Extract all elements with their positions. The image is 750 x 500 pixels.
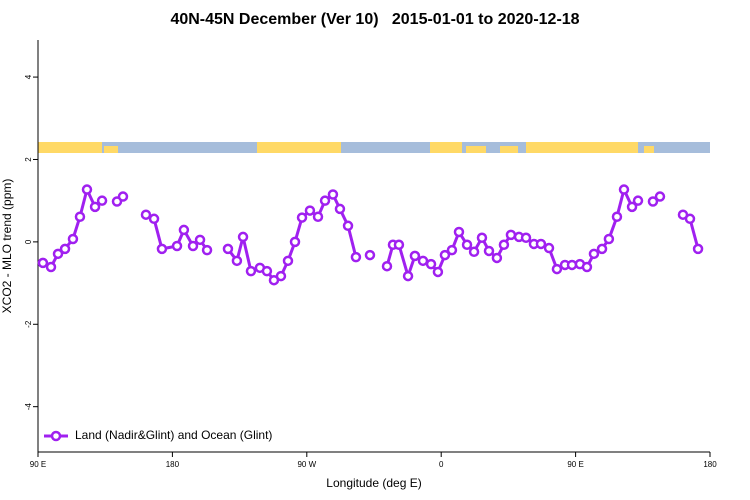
data-point bbox=[439, 249, 451, 261]
y-tick-label: -2 bbox=[24, 320, 33, 328]
data-point bbox=[603, 233, 615, 245]
data-point bbox=[654, 191, 666, 202]
x-tick-label: 90 E bbox=[567, 460, 583, 469]
data-point bbox=[304, 205, 316, 216]
data-point bbox=[535, 238, 547, 250]
x-tick-label: 180 bbox=[166, 460, 180, 469]
y-tick-label: -4 bbox=[24, 403, 33, 411]
data-point bbox=[187, 240, 199, 252]
data-point bbox=[117, 191, 129, 202]
data-point bbox=[364, 249, 376, 261]
data-point bbox=[505, 229, 517, 241]
y-tick-label: 4 bbox=[24, 74, 33, 79]
x-tick-label: 0 bbox=[439, 460, 444, 469]
data-point bbox=[245, 265, 257, 277]
data-point bbox=[618, 184, 630, 195]
y-tick-label: 0 bbox=[24, 239, 33, 244]
data-point bbox=[588, 248, 600, 260]
data-point bbox=[237, 231, 249, 243]
data-point bbox=[393, 239, 405, 251]
data-point bbox=[626, 201, 638, 213]
legend-label: Land (Nadir&Glint) and Ocean (Glint) bbox=[75, 428, 272, 442]
data-point bbox=[402, 270, 414, 282]
y-axis-label: XCO2 - MLO trend (ppm) bbox=[0, 179, 14, 314]
data-point bbox=[543, 242, 555, 254]
data-point bbox=[156, 243, 168, 255]
data-point bbox=[178, 224, 190, 236]
data-point bbox=[96, 195, 108, 206]
data-point bbox=[89, 201, 101, 213]
data-point bbox=[140, 209, 152, 220]
data-point bbox=[261, 265, 273, 277]
data-point bbox=[289, 236, 301, 248]
data-point bbox=[476, 232, 488, 244]
data-point bbox=[520, 232, 532, 244]
x-tick-label: 90 E bbox=[30, 460, 46, 469]
data-point bbox=[334, 203, 346, 215]
land-ocean-strip bbox=[38, 142, 710, 153]
data-point bbox=[342, 220, 354, 232]
data-point bbox=[417, 255, 429, 267]
data-point bbox=[222, 243, 234, 255]
data-point bbox=[468, 246, 480, 258]
data-point bbox=[350, 251, 362, 263]
data-point bbox=[194, 234, 206, 246]
data-point bbox=[551, 263, 563, 275]
data-point bbox=[491, 252, 503, 264]
legend-marker bbox=[50, 430, 62, 442]
x-axis-label: Longitude (deg E) bbox=[326, 476, 421, 490]
data-point bbox=[611, 211, 623, 222]
data-point bbox=[231, 255, 243, 267]
data-point bbox=[275, 270, 287, 282]
data-point bbox=[312, 211, 324, 222]
data-point bbox=[45, 261, 57, 273]
data-point bbox=[319, 195, 331, 206]
data-point bbox=[37, 257, 49, 269]
data-point bbox=[432, 266, 444, 278]
data-point bbox=[381, 260, 393, 272]
data-point bbox=[74, 211, 86, 222]
data-point bbox=[327, 189, 339, 200]
data-point bbox=[67, 233, 79, 245]
data-point bbox=[201, 244, 213, 256]
data-point bbox=[81, 184, 93, 195]
data-point bbox=[692, 243, 704, 255]
line-segment bbox=[42, 185, 104, 270]
data-point bbox=[425, 258, 437, 270]
data-point bbox=[461, 239, 473, 251]
y-tick-label: 2 bbox=[24, 157, 33, 162]
data-point bbox=[596, 243, 608, 255]
data-point bbox=[171, 240, 183, 252]
data-point bbox=[446, 244, 458, 256]
data-point bbox=[59, 243, 71, 255]
data-point bbox=[684, 213, 696, 225]
chart-title: 40N-45N December (Ver 10) 2015-01-01 to … bbox=[170, 11, 579, 28]
x-tick-label: 180 bbox=[703, 460, 717, 469]
data-point bbox=[453, 226, 465, 238]
data-point bbox=[632, 195, 644, 206]
x-tick-label: 90 W bbox=[297, 460, 316, 469]
data-point bbox=[296, 212, 308, 223]
data-point bbox=[282, 255, 294, 267]
data-point bbox=[148, 213, 160, 225]
data-point bbox=[647, 196, 659, 207]
data-point bbox=[52, 248, 64, 260]
data-point bbox=[581, 261, 593, 273]
data-point bbox=[498, 239, 510, 251]
data-point bbox=[409, 250, 421, 262]
data-point bbox=[483, 245, 495, 257]
